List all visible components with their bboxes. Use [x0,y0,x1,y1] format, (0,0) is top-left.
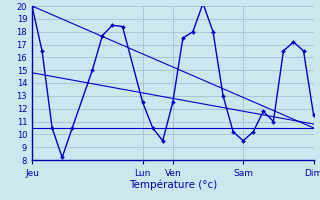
X-axis label: Température (°c): Température (°c) [129,179,217,190]
